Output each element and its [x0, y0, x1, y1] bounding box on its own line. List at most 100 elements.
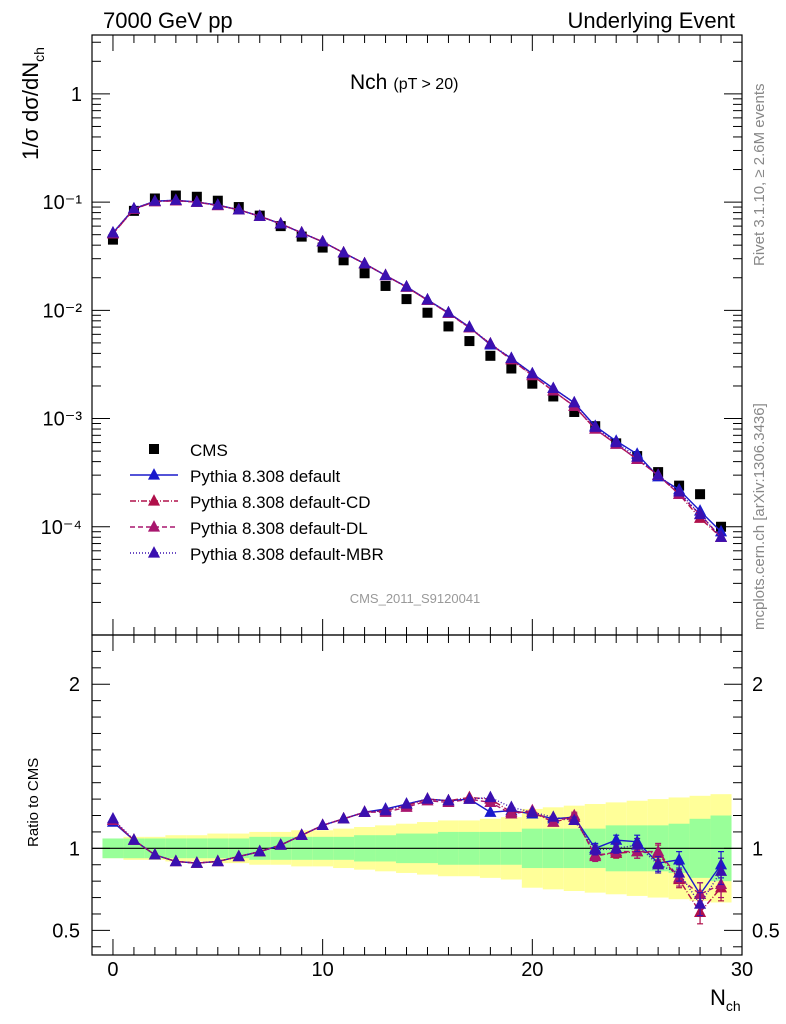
series-3-point-5	[211, 198, 224, 210]
ratio-3-point-3	[169, 854, 182, 867]
series-3-point-4	[190, 195, 203, 207]
ratio-3-point-5	[211, 854, 224, 867]
legend-entry-cms: CMS	[149, 441, 228, 460]
series-3-point-24	[610, 435, 623, 448]
ratio-2-point-26	[652, 844, 665, 857]
ratio-3-point-26	[652, 857, 665, 870]
cms-point-18	[485, 350, 496, 361]
ratio-plot-layer	[106, 790, 728, 925]
ratio-3-point-7	[253, 844, 266, 857]
series-3-point-2	[148, 194, 161, 206]
side-label-mcplots: mcplots.cern.ch [arXiv:1306.3436]	[751, 403, 768, 630]
main-y-axis-title: 1/σ dσ/dNch	[18, 47, 47, 160]
series-3-point-23	[589, 420, 602, 432]
ratio-3-point-29	[714, 864, 728, 876]
cms-point-21	[548, 391, 559, 402]
legend-entry-0: Pythia 8.308 default	[130, 467, 341, 486]
ratio-3-point-15	[421, 792, 434, 804]
legend-marker-3	[147, 546, 161, 558]
ratio-y-axis-title: Ratio to CMS	[25, 758, 42, 847]
x-tick-label-30: 30	[731, 959, 753, 981]
cms-point-28	[695, 489, 706, 500]
ratio-y-tick-label-right-0: 0.5	[752, 920, 780, 942]
series-3-point-19	[505, 351, 518, 363]
legend-marker-2	[147, 520, 161, 532]
ratio-y-tick-label-2: 2	[69, 674, 80, 696]
cms-point-14	[401, 294, 412, 305]
legend: CMS Pythia 8.308 default Pythia 8.308 defa…	[130, 441, 384, 564]
main-y-axis-title-sub: ch	[31, 47, 47, 62]
series-3-point-16	[442, 305, 455, 318]
ratio-0-point-24	[610, 833, 623, 845]
x-tick-label-0: 0	[107, 959, 118, 981]
ratio-3-point-9	[295, 828, 308, 840]
legend-entry-2: Pythia 8.308 default-DL	[130, 519, 368, 538]
legend-marker-1	[147, 494, 161, 506]
ratio-3-point-17	[463, 792, 476, 804]
ratio-3-point-12	[358, 805, 371, 817]
axes-layer: 0 10 20 30 10⁻⁴ 10⁻³ 10⁻² 10⁻¹ 1 0.5 0.5 1 1 2 2	[41, 34, 780, 981]
header-right-label: Underlying Event	[567, 8, 735, 33]
ratio-plot-frame	[91, 634, 743, 956]
main-title-text: Nch	[350, 71, 387, 94]
ratio-y-tick-label-right-1: 1	[752, 838, 763, 860]
series-3-point-17	[463, 320, 476, 332]
cms-point-19	[506, 363, 517, 374]
series-3-point-28	[694, 507, 707, 520]
main-title-sub: (pT > 20)	[393, 76, 458, 93]
y-tick-label--1: 10⁻¹	[43, 192, 83, 214]
cms-point-22	[569, 406, 580, 417]
series-3-point-21	[547, 381, 560, 394]
ratio-3-point-18	[484, 790, 497, 803]
y-tick-label--3: 10⁻³	[43, 409, 83, 431]
series-3-point-12	[358, 256, 371, 269]
series-3-point-22	[568, 395, 581, 408]
ratio-3-point-1	[127, 833, 140, 845]
legend-label-cms: CMS	[190, 441, 228, 460]
series-3-point-13	[379, 268, 392, 281]
ratio-0-point-18	[484, 805, 497, 817]
series-line-2	[112, 200, 722, 538]
x-tick-label-10: 10	[312, 959, 334, 981]
ratio-3-point-11	[337, 811, 350, 824]
series-3-point-27	[673, 485, 686, 497]
legend-label-2: Pythia 8.308 default-DL	[190, 519, 368, 538]
cms-point-16	[443, 321, 454, 332]
main-plot-layer	[106, 190, 728, 542]
ratio-3-point-27	[673, 866, 686, 878]
ratio-3-point-25	[631, 838, 644, 850]
cms-point-15	[422, 307, 433, 318]
legend-marker-cms	[149, 444, 159, 454]
ratio-3-point-4	[190, 856, 203, 868]
legend-entry-3: Pythia 8.308 default-MBR	[130, 545, 384, 564]
cms-point-17	[464, 336, 475, 347]
y-tick-label--2: 10⁻²	[43, 300, 83, 322]
series-3-point-3	[169, 193, 182, 205]
cms-point-10	[317, 242, 328, 253]
ratio-3-point-19	[505, 800, 518, 812]
series-3-point-15	[421, 293, 434, 305]
legend-label-1: Pythia 8.308 default-CD	[190, 493, 371, 512]
series-3-point-8	[274, 217, 287, 229]
series-3-point-20	[526, 366, 539, 379]
ratio-3-point-24	[610, 841, 623, 853]
series-line-1	[112, 200, 722, 538]
ratio-3-point-28	[694, 897, 707, 909]
series-3-point-1	[127, 201, 140, 214]
cms-point-0	[107, 234, 118, 245]
series-3-point-0	[106, 226, 120, 238]
ratio-3-point-21	[547, 810, 560, 822]
ratio-3-point-23	[589, 843, 602, 855]
main-y-axis-title-main: 1/σ dσ/dN	[18, 62, 43, 160]
legend-marker-0	[147, 468, 161, 480]
ratio-y-tick-label-0: 0.5	[52, 920, 80, 942]
ratio-3-point-2	[148, 848, 161, 860]
series-line-3	[112, 199, 722, 538]
ratio-y-tick-label-1: 1	[69, 838, 80, 860]
series-3-point-25	[631, 450, 644, 462]
series-3-point-7	[253, 209, 266, 221]
ratio-y-tick-label-right-2: 2	[752, 674, 763, 696]
y-tick-label-0: 1	[71, 84, 82, 106]
ratio-3-point-22	[568, 813, 581, 826]
